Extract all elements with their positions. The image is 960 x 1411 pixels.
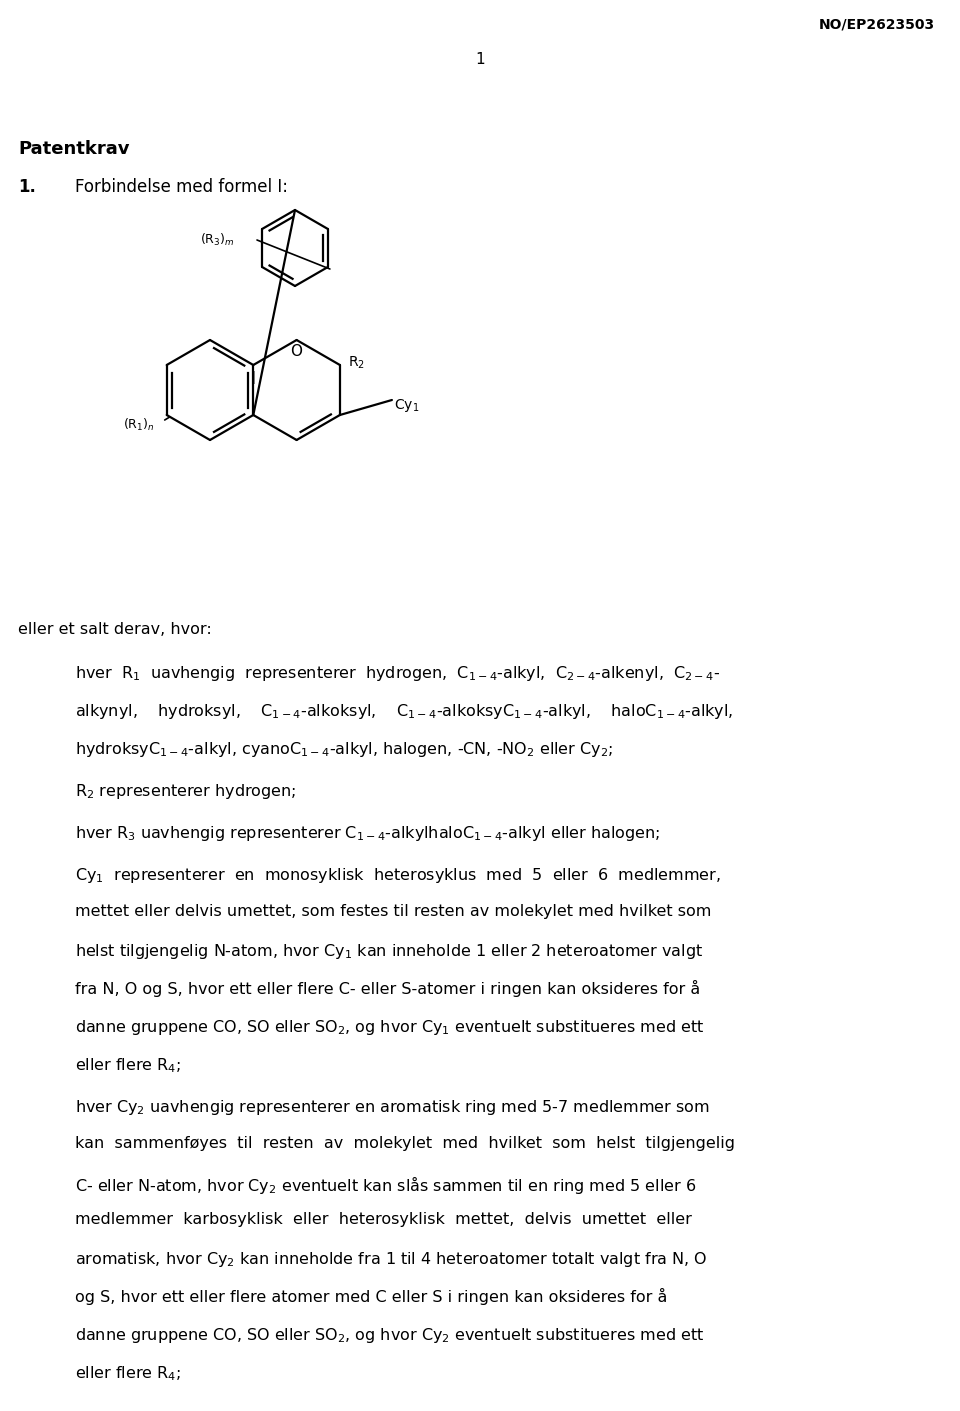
Text: eller flere R$_4$;: eller flere R$_4$;: [75, 1364, 181, 1383]
Text: mettet eller delvis umettet, som festes til resten av molekylet med hvilket som: mettet eller delvis umettet, som festes …: [75, 904, 711, 919]
Text: 1.: 1.: [18, 178, 36, 196]
Text: hydroksyC$_{1-4}$-alkyl, cyanoC$_{1-4}$-alkyl, halogen, -CN, -NO$_2$ eller Cy$_2: hydroksyC$_{1-4}$-alkyl, cyanoC$_{1-4}$-…: [75, 739, 613, 759]
Text: R$_2$: R$_2$: [348, 354, 365, 371]
Text: fra N, O og S, hvor ett eller flere C- eller S-atomer i ringen kan oksideres for: fra N, O og S, hvor ett eller flere C- e…: [75, 981, 700, 998]
Text: danne gruppene CO, SO eller SO$_2$, og hvor Cy$_2$ eventuelt substitueres med et: danne gruppene CO, SO eller SO$_2$, og h…: [75, 1326, 705, 1345]
Text: danne gruppene CO, SO eller SO$_2$, og hvor Cy$_1$ eventuelt substitueres med et: danne gruppene CO, SO eller SO$_2$, og h…: [75, 1017, 705, 1037]
Text: kan  sammenføyes  til  resten  av  molekylet  med  hvilket  som  helst  tilgjeng: kan sammenføyes til resten av molekylet …: [75, 1136, 735, 1151]
Text: hver Cy$_2$ uavhengig representerer en aromatisk ring med 5-7 medlemmer som: hver Cy$_2$ uavhengig representerer en a…: [75, 1098, 709, 1118]
Text: Cy$_1$: Cy$_1$: [394, 396, 420, 413]
Text: 1: 1: [475, 52, 485, 66]
Text: Patentkrav: Patentkrav: [18, 140, 130, 158]
Text: Cy$_1$  representerer  en  monosyklisk  heterosyklus  med  5  eller  6  medlemme: Cy$_1$ representerer en monosyklisk hete…: [75, 866, 721, 885]
Text: alkynyl,    hydroksyl,    C$_{1-4}$-alkoksyl,    C$_{1-4}$-alkoksyC$_{1-4}$-alky: alkynyl, hydroksyl, C$_{1-4}$-alkoksyl, …: [75, 703, 733, 721]
Text: helst tilgjengelig N-atom, hvor Cy$_1$ kan inneholde 1 eller 2 heteroatomer valg: helst tilgjengelig N-atom, hvor Cy$_1$ k…: [75, 943, 703, 961]
Text: og S, hvor ett eller flere atomer med C eller S i ringen kan oksideres for å: og S, hvor ett eller flere atomer med C …: [75, 1288, 667, 1305]
Text: I: I: [251, 370, 256, 388]
Text: R$_2$ representerer hydrogen;: R$_2$ representerer hydrogen;: [75, 782, 297, 801]
Text: eller et salt derav, hvor:: eller et salt derav, hvor:: [18, 622, 212, 636]
Text: C- eller N-atom, hvor Cy$_2$ eventuelt kan slås sammen til en ring med 5 eller 6: C- eller N-atom, hvor Cy$_2$ eventuelt k…: [75, 1174, 696, 1197]
Text: (R$_1$)$_n$: (R$_1$)$_n$: [123, 416, 155, 433]
Text: medlemmer  karbosyklisk  eller  heterosyklisk  mettet,  delvis  umettet  eller: medlemmer karbosyklisk eller heterosykli…: [75, 1212, 692, 1228]
Text: (R$_3$)$_m$: (R$_3$)$_m$: [200, 231, 234, 248]
Text: hver  R$_1$  uavhengig  representerer  hydrogen,  C$_{1-4}$-alkyl,  C$_{2-4}$-al: hver R$_1$ uavhengig representerer hydro…: [75, 665, 720, 683]
Text: O: O: [291, 344, 302, 358]
Text: eller flere R$_4$;: eller flere R$_4$;: [75, 1055, 181, 1075]
Text: hver R$_3$ uavhengig representerer C$_{1-4}$-alkylhaloC$_{1-4}$-alkyl eller halo: hver R$_3$ uavhengig representerer C$_{1…: [75, 824, 660, 842]
Text: aromatisk, hvor Cy$_2$ kan inneholde fra 1 til 4 heteroatomer totalt valgt fra N: aromatisk, hvor Cy$_2$ kan inneholde fra…: [75, 1250, 708, 1268]
Text: NO/EP2623503: NO/EP2623503: [819, 18, 935, 32]
Text: Forbindelse med formel I:: Forbindelse med formel I:: [75, 178, 288, 196]
